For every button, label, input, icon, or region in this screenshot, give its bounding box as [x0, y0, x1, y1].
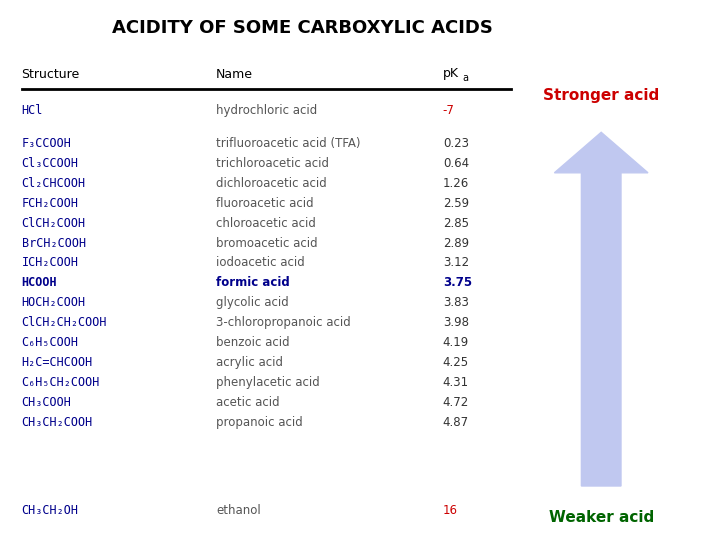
Text: hydrochloric acid: hydrochloric acid — [216, 104, 318, 117]
Text: Weaker acid: Weaker acid — [549, 510, 654, 525]
Text: ClCH₂COOH: ClCH₂COOH — [22, 217, 86, 230]
Text: bromoacetic acid: bromoacetic acid — [216, 237, 318, 249]
Text: ACIDITY OF SOME CARBOXYLIC ACIDS: ACIDITY OF SOME CARBOXYLIC ACIDS — [112, 19, 492, 37]
Text: Cl₃CCOOH: Cl₃CCOOH — [22, 157, 78, 170]
Text: C₆H₅CH₂COOH: C₆H₅CH₂COOH — [22, 376, 100, 389]
Text: propanoic acid: propanoic acid — [216, 416, 302, 429]
Text: HCl: HCl — [22, 104, 43, 117]
Text: trifluoroacetic acid (TFA): trifluoroacetic acid (TFA) — [216, 137, 361, 150]
Text: 4.72: 4.72 — [443, 396, 469, 409]
Text: Cl₂CHCOOH: Cl₂CHCOOH — [22, 177, 86, 190]
Text: CH₃CH₂OH: CH₃CH₂OH — [22, 504, 78, 517]
Text: BrCH₂COOH: BrCH₂COOH — [22, 237, 86, 249]
Text: C₆H₅COOH: C₆H₅COOH — [22, 336, 78, 349]
Text: 3.83: 3.83 — [443, 296, 469, 309]
Text: CH₃CH₂COOH: CH₃CH₂COOH — [22, 416, 93, 429]
Text: HOCH₂COOH: HOCH₂COOH — [22, 296, 86, 309]
Text: 16: 16 — [443, 504, 458, 517]
Text: iodoacetic acid: iodoacetic acid — [216, 256, 305, 269]
Text: 4.25: 4.25 — [443, 356, 469, 369]
Text: pK: pK — [443, 68, 459, 80]
Text: FCH₂COOH: FCH₂COOH — [22, 197, 78, 210]
Text: 2.89: 2.89 — [443, 237, 469, 249]
Text: dichloroacetic acid: dichloroacetic acid — [216, 177, 327, 190]
Text: 4.87: 4.87 — [443, 416, 469, 429]
Text: trichloroacetic acid: trichloroacetic acid — [216, 157, 329, 170]
Text: 4.31: 4.31 — [443, 376, 469, 389]
Text: chloroacetic acid: chloroacetic acid — [216, 217, 316, 230]
Text: ethanol: ethanol — [216, 504, 261, 517]
Text: Stronger acid: Stronger acid — [543, 87, 660, 103]
FancyArrow shape — [554, 132, 648, 486]
Text: Structure: Structure — [22, 68, 80, 80]
Text: 3.75: 3.75 — [443, 276, 472, 289]
Text: a: a — [462, 73, 468, 83]
Text: formic acid: formic acid — [216, 276, 289, 289]
Text: -7: -7 — [443, 104, 454, 117]
Text: F₃CCOOH: F₃CCOOH — [22, 137, 71, 150]
Text: 2.59: 2.59 — [443, 197, 469, 210]
Text: 0.64: 0.64 — [443, 157, 469, 170]
Text: 3-chloropropanoic acid: 3-chloropropanoic acid — [216, 316, 351, 329]
Text: H₂C=CHCOOH: H₂C=CHCOOH — [22, 356, 93, 369]
Text: Name: Name — [216, 68, 253, 80]
Text: ICH₂COOH: ICH₂COOH — [22, 256, 78, 269]
Text: 2.85: 2.85 — [443, 217, 469, 230]
Text: 1.26: 1.26 — [443, 177, 469, 190]
Text: acrylic acid: acrylic acid — [216, 356, 283, 369]
Text: 3.12: 3.12 — [443, 256, 469, 269]
Text: glycolic acid: glycolic acid — [216, 296, 289, 309]
Text: 4.19: 4.19 — [443, 336, 469, 349]
Text: HCOOH: HCOOH — [22, 276, 57, 289]
Text: CH₃COOH: CH₃COOH — [22, 396, 71, 409]
Text: ClCH₂CH₂COOH: ClCH₂CH₂COOH — [22, 316, 107, 329]
Text: phenylacetic acid: phenylacetic acid — [216, 376, 320, 389]
Text: acetic acid: acetic acid — [216, 396, 279, 409]
Text: 3.98: 3.98 — [443, 316, 469, 329]
Text: fluoroacetic acid: fluoroacetic acid — [216, 197, 314, 210]
Text: benzoic acid: benzoic acid — [216, 336, 289, 349]
Text: 0.23: 0.23 — [443, 137, 469, 150]
